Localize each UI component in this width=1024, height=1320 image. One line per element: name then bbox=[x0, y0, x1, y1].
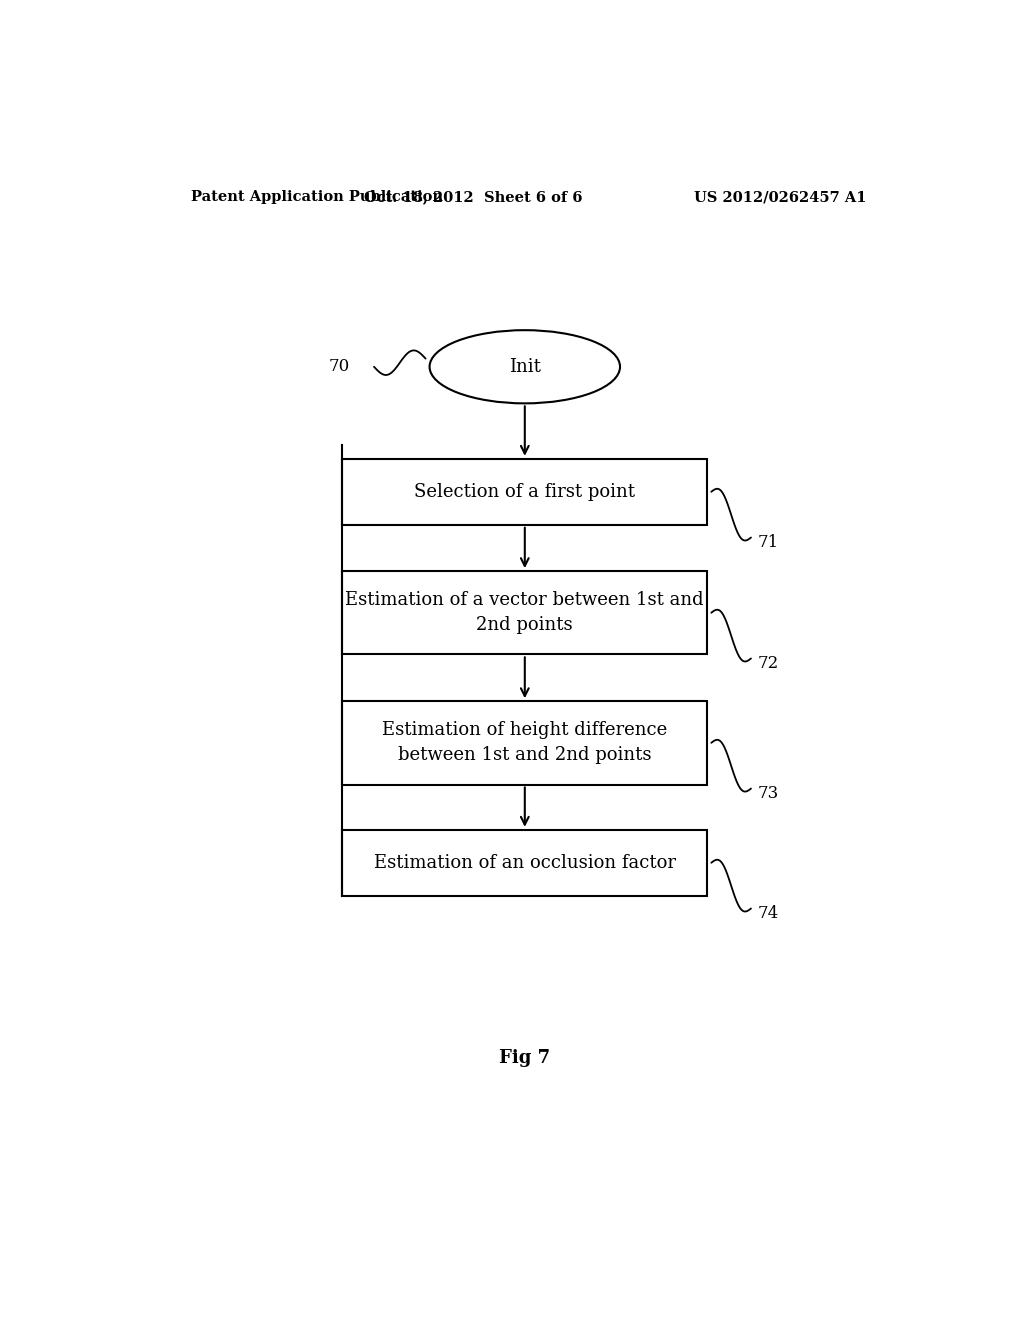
Text: 70: 70 bbox=[329, 358, 350, 375]
Text: Oct. 18, 2012  Sheet 6 of 6: Oct. 18, 2012 Sheet 6 of 6 bbox=[364, 190, 583, 205]
Text: 73: 73 bbox=[758, 785, 778, 803]
Text: Estimation of an occlusion factor: Estimation of an occlusion factor bbox=[374, 854, 676, 871]
Text: Patent Application Publication: Patent Application Publication bbox=[191, 190, 443, 205]
Text: Estimation of height difference
between 1st and 2nd points: Estimation of height difference between … bbox=[382, 721, 668, 764]
Text: 72: 72 bbox=[758, 655, 778, 672]
Text: Fig 7: Fig 7 bbox=[500, 1049, 550, 1067]
Text: 71: 71 bbox=[758, 535, 778, 550]
Text: Selection of a first point: Selection of a first point bbox=[415, 483, 635, 500]
Text: US 2012/0262457 A1: US 2012/0262457 A1 bbox=[693, 190, 866, 205]
Text: Init: Init bbox=[509, 358, 541, 376]
Text: 74: 74 bbox=[758, 906, 778, 923]
Text: Estimation of a vector between 1st and
2nd points: Estimation of a vector between 1st and 2… bbox=[345, 591, 705, 634]
